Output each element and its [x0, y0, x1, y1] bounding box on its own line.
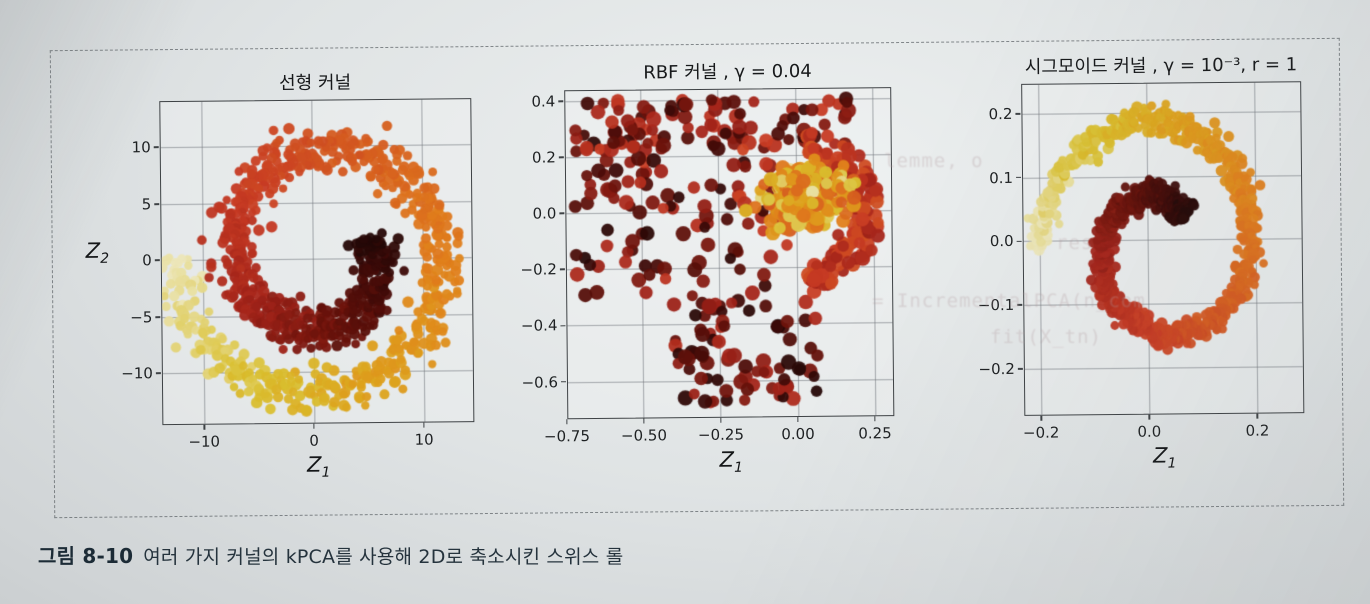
figure-caption-label: 그림 8-10: [38, 544, 134, 568]
y-tick-label: 0.4: [531, 92, 556, 111]
scatter-canvas: [565, 88, 894, 419]
y-tick-mark: [558, 156, 564, 159]
y-tick-label: −5: [130, 307, 153, 327]
x-axis-label: Z1: [307, 452, 331, 481]
y-tick-mark: [1015, 112, 1021, 115]
y-tick-mark: [1016, 240, 1022, 243]
y-tick-mark: [560, 324, 566, 327]
x-tick-label: −0.25: [697, 425, 745, 444]
subplot-title: RBF 커널 , γ = 0.04: [643, 60, 812, 84]
x-tick-mark: [643, 418, 645, 424]
y-tick-label: −0.2: [978, 359, 1015, 379]
scatter-canvas: [160, 99, 474, 425]
subplot-rbf-kernel: RBF 커널 , γ = 0.04 Z1 −0.75 −0.50 −0.25 0.00…: [520, 61, 895, 476]
x-tick-label: 0.0: [1137, 422, 1162, 441]
y-tick-mark: [1017, 304, 1023, 306]
y-tick-label: 0.0: [532, 204, 557, 223]
y-tick-label: −0.1: [977, 296, 1015, 315]
y-tick-mark: [1016, 176, 1022, 179]
x-axis-label: Z1: [1152, 443, 1177, 472]
x-tick-label: 0.00: [781, 424, 815, 444]
x-tick-mark: [797, 417, 799, 423]
y-tick-mark: [559, 268, 565, 271]
y-tick-label: 10: [131, 138, 151, 157]
y-tick-label: 0.2: [988, 104, 1013, 123]
x-tick-label: −10: [188, 432, 221, 451]
y-tick-label: −0.6: [521, 372, 559, 392]
figure-border-box: 선형 커널 Z1 Z2 −10 0 10 10 5 0 −5 −10 RBF 커널 , γ =…: [49, 37, 1345, 519]
subplot-title: 시그모이드 커널 , γ = 10⁻³, r = 1: [1024, 54, 1298, 78]
y-tick-label: 0.1: [989, 168, 1014, 187]
y-tick-label: −0.4: [520, 316, 558, 336]
x-axis-label: Z1: [719, 447, 744, 476]
figure-caption-text: 여러 가지 커널의 kPCA를 사용해 2D로 축소시킨 스위스 롤: [143, 546, 624, 568]
x-tick-mark: [313, 423, 315, 429]
y-tick-label: 0.2: [531, 148, 556, 167]
y-tick-mark: [560, 381, 566, 383]
y-tick-label: −10: [121, 364, 153, 383]
x-tick-mark: [423, 422, 425, 428]
y-tick-mark: [154, 259, 160, 262]
y-tick-label: −0.2: [520, 260, 557, 279]
y-tick-mark: [558, 100, 564, 102]
x-tick-label: −0.75: [543, 427, 591, 446]
y-tick-mark: [153, 146, 159, 149]
x-tick-mark: [203, 424, 205, 430]
x-tick-mark: [720, 417, 722, 423]
scatter-canvas: [1022, 82, 1304, 415]
x-tick-label: 0.2: [1245, 421, 1270, 440]
y-tick-mark: [155, 316, 161, 318]
x-tick-mark: [1256, 413, 1259, 419]
y-tick-mark: [155, 372, 161, 375]
x-tick-mark: [566, 419, 568, 425]
y-tick-mark: [559, 212, 565, 215]
x-tick-mark: [1148, 414, 1151, 420]
y-tick-label: 0: [142, 251, 152, 270]
x-tick-label: −0.50: [620, 426, 668, 445]
x-tick-mark: [1040, 415, 1042, 421]
y-tick-mark: [1017, 368, 1023, 370]
y-tick-mark: [154, 203, 160, 205]
subplot-title: 선형 커널: [279, 72, 352, 95]
figure-caption: 그림 8-10 여러 가지 커널의 kPCA를 사용해 2D로 축소시킨 스위스 …: [38, 540, 623, 569]
x-tick-label: 0: [309, 431, 319, 450]
x-tick-label: 0.25: [858, 424, 892, 443]
x-tick-label: −0.2: [1022, 423, 1060, 442]
subplot-sigmoid-kernel: 시그모이드 커널 , γ = 10⁻³, r = 1 Z1 −0.2 0.0 0.2…: [978, 54, 1305, 472]
subplot-linear-kernel: 선형 커널 Z1 Z2 −10 0 10 10 5 0 −5 −10: [86, 72, 475, 481]
y-tick-label: 5: [141, 194, 152, 213]
x-tick-label: 10: [414, 430, 434, 449]
y-tick-label: 0.0: [989, 232, 1014, 251]
x-tick-mark: [874, 416, 876, 422]
